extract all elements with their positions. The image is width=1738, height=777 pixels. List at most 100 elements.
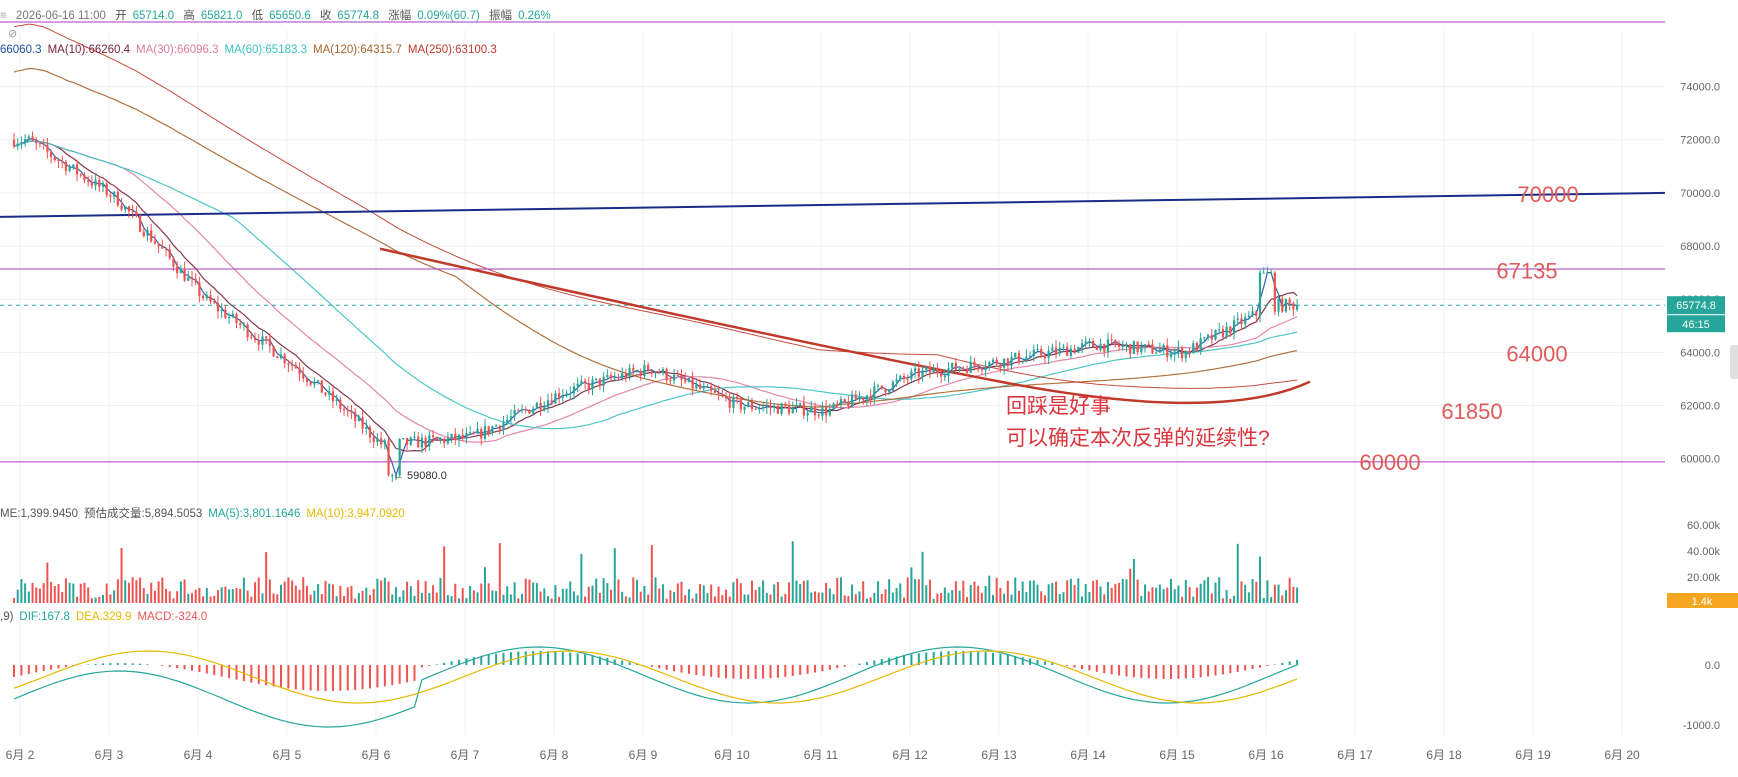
- candle-body: [1029, 356, 1031, 357]
- macd-bar: [910, 654, 912, 665]
- x-tick-label: 6月 7: [451, 748, 480, 762]
- low-value: 65650.6: [269, 10, 311, 22]
- candle-body: [818, 415, 820, 416]
- candle-body: [328, 391, 330, 394]
- volume-bar: [13, 598, 15, 603]
- volume-bar: [517, 598, 519, 603]
- annotation-line2: 可以确定本次反弹的延续性?: [1006, 427, 1270, 450]
- candle-body: [773, 406, 775, 408]
- volume-bar: [287, 577, 289, 603]
- candle-body: [154, 241, 156, 243]
- volume-bar: [291, 580, 293, 603]
- candle-body: [180, 269, 182, 274]
- macd-bar: [406, 665, 408, 682]
- macd-bar: [666, 665, 668, 670]
- candle-body: [1081, 343, 1083, 347]
- macd-bar: [280, 665, 282, 688]
- eye-off-icon[interactable]: ⊘: [8, 27, 17, 40]
- volume-bar: [273, 593, 275, 603]
- candle-body: [1214, 330, 1216, 340]
- candle-body: [1103, 344, 1105, 352]
- x-tick-label: 6月 11: [804, 748, 839, 762]
- macd-bar: [547, 651, 549, 665]
- grid-layer: [0, 22, 1665, 735]
- candle-body: [992, 360, 994, 362]
- x-tick-label: 6月 9: [629, 748, 658, 762]
- level-label: 67135: [1496, 259, 1557, 284]
- candle-body: [235, 314, 237, 323]
- volume-bar: [884, 589, 886, 603]
- candle-body: [528, 410, 530, 414]
- volume-bar: [907, 577, 909, 603]
- macd-bar: [1177, 665, 1179, 679]
- candle-body: [350, 411, 352, 412]
- volume-bar: [76, 597, 78, 603]
- candle-body: [146, 230, 148, 236]
- candle-body: [284, 354, 286, 363]
- volume-bar: [1137, 580, 1139, 603]
- x-tick-label: 6月 15: [1159, 748, 1195, 762]
- candle-body: [473, 432, 475, 434]
- candle-body: [1222, 329, 1224, 337]
- macd-bar: [443, 663, 445, 665]
- volume-bar: [992, 595, 994, 603]
- resize-handle[interactable]: [1730, 345, 1738, 379]
- volume-bar: [369, 595, 371, 603]
- annotation-line1: 回踩是好事: [1006, 395, 1111, 418]
- macd-bar: [132, 663, 134, 665]
- macd-bar: [369, 665, 371, 688]
- macd-panel: 0.0-1000.0: [13, 647, 1720, 732]
- candle-body: [280, 354, 282, 358]
- candle-body: [695, 385, 697, 389]
- candle-body: [31, 137, 33, 141]
- volume-bar: [206, 588, 208, 603]
- candle-body: [265, 336, 267, 338]
- candle-body: [295, 365, 297, 368]
- volume-bar: [343, 596, 345, 603]
- candle-body: [1010, 357, 1012, 366]
- candle-body: [1051, 347, 1053, 350]
- candle-body: [855, 394, 857, 399]
- volume-bar: [1263, 598, 1265, 603]
- candle-body: [599, 379, 601, 386]
- volume-bar: [770, 594, 772, 603]
- volume-bar: [521, 594, 523, 603]
- candle-body: [1277, 299, 1279, 312]
- volume-bar: [254, 582, 256, 603]
- candle-body: [1048, 351, 1050, 358]
- volume-bar: [117, 579, 119, 603]
- candle-body: [1177, 348, 1179, 352]
- y-tick-label: 72000.0: [1680, 135, 1720, 147]
- macd-bar: [436, 664, 438, 665]
- candle-body: [1259, 273, 1261, 316]
- volume-bar: [143, 588, 145, 603]
- candle-body: [929, 367, 931, 372]
- macd-bar: [317, 665, 319, 691]
- candle-body: [595, 379, 597, 380]
- candle-body: [914, 368, 916, 371]
- volume-bar: [985, 586, 987, 603]
- candle-body: [710, 386, 712, 390]
- macd-bar: [176, 665, 178, 668]
- volume-bar: [840, 577, 842, 603]
- volume-bar: [28, 592, 30, 603]
- macd-bar: [28, 665, 30, 674]
- macd-bar: [488, 655, 490, 665]
- volume-bar: [54, 586, 56, 603]
- volume-bar: [1003, 594, 1005, 603]
- volume-bar: [224, 587, 226, 603]
- candle-body: [488, 426, 490, 433]
- candle-body: [918, 368, 920, 377]
- volume-bar: [350, 586, 352, 603]
- candle-body: [543, 407, 545, 409]
- candle-body: [291, 365, 293, 366]
- candle-body: [506, 420, 508, 422]
- volume-bar: [892, 593, 894, 603]
- volume-bar: [1025, 592, 1027, 603]
- candle-body: [250, 337, 252, 338]
- volume-bar: [606, 583, 608, 603]
- volume-bar: [1259, 556, 1261, 603]
